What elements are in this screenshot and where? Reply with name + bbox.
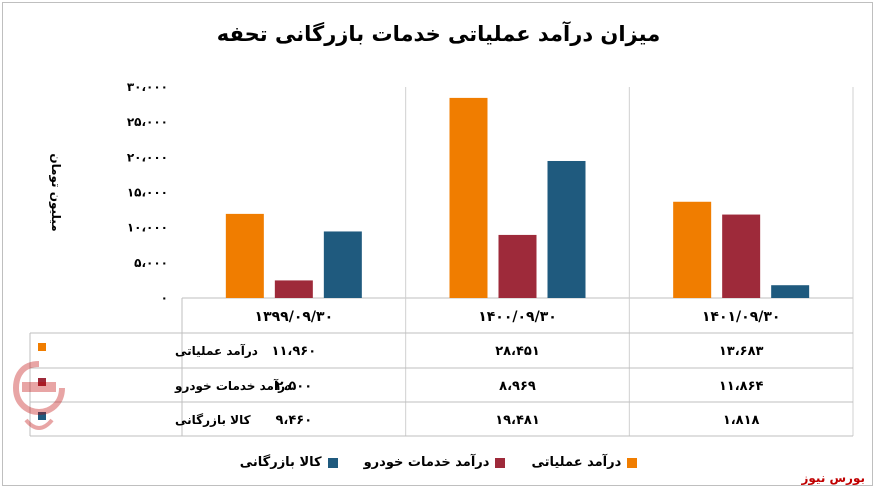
legend-item: درآمد خدمات خودرو	[364, 455, 506, 470]
y-tick-label: ۲۰،۰۰۰	[127, 150, 168, 164]
legend-item: درآمد عملیاتی	[531, 455, 638, 470]
y-axis-label: میلیون تومان	[48, 153, 63, 231]
bar-3-3	[771, 285, 810, 298]
table-cell-value: ۱۱،۸۶۴	[719, 379, 764, 394]
table-cell-value: ۱۱،۹۶۰	[272, 344, 317, 359]
chart-title: میزان درآمد عملیاتی خدمات بازرگانی تحفه	[216, 22, 661, 46]
y-tick-label: ۱۰،۰۰۰	[127, 221, 168, 235]
table-cell-value: ۱۳،۶۸۳	[719, 344, 764, 359]
category-label: ۱۳۹۹/۰۹/۳۰	[255, 309, 334, 325]
category-label: ۱۴۰۱/۰۹/۳۰	[702, 309, 781, 325]
watermark-logo-icon	[12, 361, 65, 430]
legend-swatch	[495, 457, 506, 468]
bar-2-2	[498, 234, 537, 298]
y-tick-label: ۰	[161, 291, 168, 305]
category-label: ۱۴۰۰/۰۹/۳۰	[478, 309, 557, 325]
bar-1-2	[449, 97, 488, 299]
y-tick-label: ۳۰،۰۰۰	[127, 80, 168, 94]
bar-2-1	[274, 280, 313, 298]
table-cell-value: ۹،۴۶۰	[275, 413, 312, 428]
table-cell-value: ۱۹،۴۸۱	[495, 413, 540, 428]
table-cell-value: ۲،۵۰۰	[275, 379, 312, 394]
bar-2-3	[722, 214, 761, 298]
table-cell-value: ۸،۹۶۹	[499, 379, 536, 394]
table-legend-swatch	[38, 378, 46, 386]
bar-1-3	[673, 201, 712, 298]
legend-label: کالا بازرگانی	[239, 455, 322, 470]
table-row-label: کالا بازرگانی	[175, 413, 251, 427]
table-row-label: درآمد عملیاتی	[175, 343, 258, 358]
legend-swatch	[627, 457, 638, 468]
bar-1-1	[225, 213, 264, 298]
legend: درآمد عملیاتی درآمد خدمات خودرو کالا بازرگ…	[0, 455, 877, 470]
legend-label: درآمد عملیاتی	[531, 455, 622, 470]
source-label: بورس نیوز	[801, 471, 865, 485]
table-row-label: درآمد خدمات خودرو	[174, 378, 291, 394]
table-cell-value: ۲۸،۴۵۱	[495, 344, 540, 359]
y-tick-label: ۱۵،۰۰۰	[127, 186, 168, 200]
legend-swatch	[327, 457, 338, 468]
table-cell-value: ۱،۸۱۸	[723, 413, 760, 428]
bar-3-2	[547, 160, 586, 298]
legend-label: درآمد خدمات خودرو	[363, 455, 490, 470]
y-tick-label: ۵،۰۰۰	[134, 256, 168, 270]
y-tick-label: ۲۵،۰۰۰	[127, 115, 168, 129]
table-legend-swatch	[38, 412, 46, 420]
bar-3-1	[323, 231, 362, 298]
legend-item: کالا بازرگانی	[240, 455, 338, 470]
table-legend-swatch	[38, 343, 46, 351]
